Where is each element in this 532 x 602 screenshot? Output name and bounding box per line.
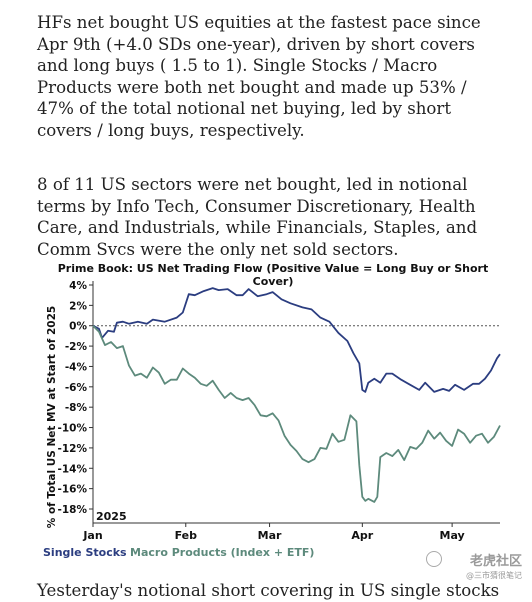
y-tick-label: -6%: [65, 382, 88, 394]
y-tick-label: -10%: [58, 423, 88, 435]
watermark: 老虎社区 @三市猜很笔记: [426, 550, 522, 584]
y-axis-title: % of Total US Net MV at Start of 2025: [46, 306, 58, 528]
x-tick-label: Apr: [351, 529, 373, 542]
watermark-main: 老虎社区: [469, 554, 522, 569]
x-tick-label: Mar: [258, 529, 282, 542]
series-macro-products-line: [92, 325, 501, 503]
y-tick-label: -12%: [58, 443, 88, 455]
y-tick-label: -8%: [65, 402, 88, 414]
year-label: 2025: [96, 510, 127, 523]
y-tick-label: 4%: [69, 280, 87, 292]
y-tick-label: -2%: [65, 341, 88, 353]
x-tick-label: May: [440, 529, 465, 542]
x-tick-label: Feb: [175, 529, 198, 542]
y-tick-label: -4%: [65, 361, 88, 373]
legend-single-stocks: Single Stocks: [43, 546, 127, 559]
y-tick-label: 2%: [69, 300, 87, 312]
y-tick-label: -16%: [58, 484, 88, 496]
series-single-stocks-line: [92, 287, 501, 393]
paragraph-sector-flows: 8 of 11 US sectors were net bought, led …: [37, 175, 478, 259]
y-tick-label: -14%: [58, 463, 88, 475]
chart-title: Prime Book: US Net Trading Flow (Positiv…: [57, 262, 489, 288]
legend-macro-products: Macro Products (Index + ETF): [130, 546, 315, 559]
y-tick-label: 0%: [69, 321, 87, 333]
tiger-logo-icon: [426, 551, 442, 567]
paragraph-hf-net-buying: HFs net bought US equities at the fastes…: [37, 13, 481, 140]
watermark-sub: @三市猜很笔记: [466, 571, 522, 580]
y-tick-label: -18%: [58, 504, 88, 516]
x-tick-label: Jan: [82, 529, 102, 542]
